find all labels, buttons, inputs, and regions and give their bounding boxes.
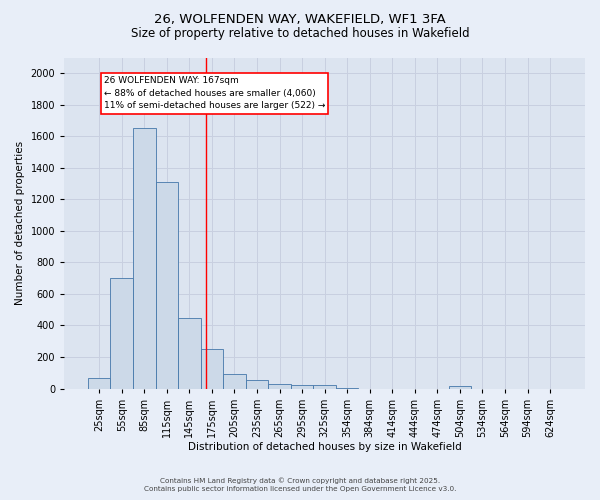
Bar bbox=[313, 386, 336, 388]
Y-axis label: Number of detached properties: Number of detached properties bbox=[15, 141, 25, 305]
Text: Contains HM Land Registry data © Crown copyright and database right 2025.
Contai: Contains HM Land Registry data © Crown c… bbox=[144, 478, 456, 492]
Text: Size of property relative to detached houses in Wakefield: Size of property relative to detached ho… bbox=[131, 28, 469, 40]
Bar bbox=[268, 384, 291, 388]
Bar bbox=[223, 374, 245, 388]
Bar bbox=[110, 278, 133, 388]
Bar bbox=[88, 378, 110, 388]
Bar bbox=[155, 182, 178, 388]
Bar bbox=[245, 380, 268, 388]
Bar bbox=[449, 386, 471, 388]
Bar bbox=[291, 384, 313, 388]
Text: 26, WOLFENDEN WAY, WAKEFIELD, WF1 3FA: 26, WOLFENDEN WAY, WAKEFIELD, WF1 3FA bbox=[154, 12, 446, 26]
Text: 26 WOLFENDEN WAY: 167sqm
← 88% of detached houses are smaller (4,060)
11% of sem: 26 WOLFENDEN WAY: 167sqm ← 88% of detach… bbox=[104, 76, 325, 110]
Bar bbox=[178, 318, 200, 388]
Bar bbox=[133, 128, 155, 388]
X-axis label: Distribution of detached houses by size in Wakefield: Distribution of detached houses by size … bbox=[188, 442, 461, 452]
Bar bbox=[200, 349, 223, 389]
